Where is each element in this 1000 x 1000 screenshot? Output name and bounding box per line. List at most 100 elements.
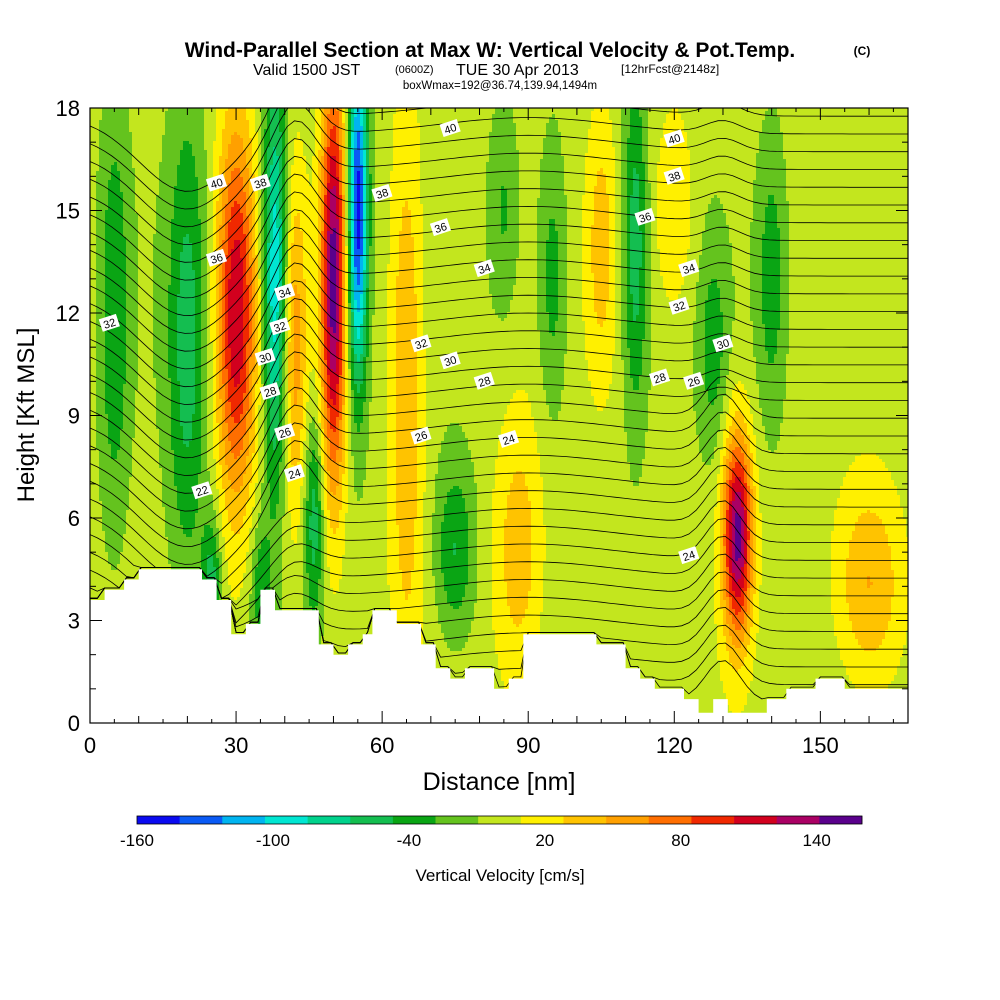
velocity-cell (111, 480, 115, 484)
velocity-cell (90, 126, 94, 130)
velocity-cell (90, 231, 94, 235)
velocity-cell (111, 585, 115, 589)
velocity-cell (108, 249, 112, 253)
velocity-cell (102, 561, 106, 565)
velocity-cell (108, 429, 112, 433)
velocity-cell (90, 519, 94, 523)
velocity-cell (114, 351, 118, 355)
velocity-cell (108, 360, 112, 364)
velocity-cell (102, 249, 106, 253)
velocity-cell (96, 114, 100, 118)
velocity-cell (108, 540, 112, 544)
velocity-cell (108, 264, 112, 268)
velocity-cell (96, 249, 100, 253)
velocity-cell (114, 132, 118, 136)
velocity-cell (90, 246, 94, 250)
velocity-cell (90, 117, 94, 121)
velocity-cell (93, 378, 97, 382)
velocity-cell (102, 348, 106, 352)
velocity-cell (99, 333, 103, 337)
velocity-cell (96, 420, 100, 424)
velocity-cell (114, 291, 118, 295)
velocity-cell (102, 189, 106, 193)
velocity-cell (111, 351, 115, 355)
velocity-cell (111, 330, 115, 334)
velocity-cell (108, 447, 112, 451)
velocity-cell (99, 381, 103, 385)
velocity-cell (108, 258, 112, 262)
chart-title: Wind-Parallel Section at Max W: Vertical… (185, 39, 796, 62)
velocity-cell (93, 495, 97, 499)
velocity-cell (93, 312, 97, 316)
velocity-cell (108, 279, 112, 283)
velocity-cell (105, 252, 109, 256)
velocity-cell (102, 393, 106, 397)
velocity-cell (108, 552, 112, 556)
velocity-cell (111, 579, 115, 583)
velocity-cell (114, 189, 118, 193)
velocity-cell (96, 426, 100, 430)
velocity-cell (114, 297, 118, 301)
velocity-cell (96, 576, 100, 580)
velocity-cell (96, 513, 100, 517)
velocity-cell (90, 543, 94, 547)
velocity-cell (99, 255, 103, 259)
velocity-cell (99, 402, 103, 406)
velocity-cell (114, 390, 118, 394)
velocity-cell (105, 522, 109, 526)
velocity-cell (99, 510, 103, 514)
velocity-cell (114, 348, 118, 352)
velocity-cell (117, 168, 121, 172)
velocity-cell (114, 216, 118, 220)
velocity-cell (93, 441, 97, 445)
velocity-cell (108, 396, 112, 400)
velocity-cell (102, 351, 106, 355)
velocity-cell (96, 213, 100, 217)
velocity-cell (90, 339, 94, 343)
velocity-cell (96, 264, 100, 268)
velocity-cell (90, 291, 94, 295)
velocity-cell (105, 315, 109, 319)
velocity-cell (102, 114, 106, 118)
velocity-cell (108, 495, 112, 499)
velocity-cell (108, 477, 112, 481)
velocity-cell (99, 219, 103, 223)
velocity-cell (114, 519, 118, 523)
velocity-cell (114, 135, 118, 139)
velocity-cell (90, 417, 94, 421)
velocity-cell (93, 336, 97, 340)
velocity-cell (111, 549, 115, 553)
velocity-cell (96, 486, 100, 490)
velocity-cell (93, 291, 97, 295)
velocity-cell (108, 216, 112, 220)
velocity-cell (96, 564, 100, 568)
velocity-cell (117, 126, 121, 130)
velocity-cell (99, 558, 103, 562)
velocity-cell (111, 252, 115, 256)
velocity-cell (111, 534, 115, 538)
velocity-cell (102, 585, 106, 589)
velocity-cell (96, 240, 100, 244)
velocity-cell (114, 120, 118, 124)
velocity-cell (111, 306, 115, 310)
velocity-cell (96, 156, 100, 160)
velocity-cell (90, 228, 94, 232)
velocity-cell (96, 216, 100, 220)
velocity-cell (93, 549, 97, 553)
velocity-cell (93, 537, 97, 541)
velocity-cell (96, 441, 100, 445)
velocity-cell (93, 216, 97, 220)
velocity-cell (111, 519, 115, 523)
velocity-cell (105, 189, 109, 193)
velocity-cell (93, 429, 97, 433)
velocity-cell (117, 138, 121, 142)
velocity-cell (99, 123, 103, 127)
velocity-cell (108, 237, 112, 241)
velocity-cell (102, 240, 106, 244)
velocity-cell (102, 135, 106, 139)
velocity-cell (114, 276, 118, 280)
velocity-cell (108, 561, 112, 565)
velocity-cell (90, 429, 94, 433)
velocity-cell (105, 525, 109, 529)
velocity-cell (96, 423, 100, 427)
